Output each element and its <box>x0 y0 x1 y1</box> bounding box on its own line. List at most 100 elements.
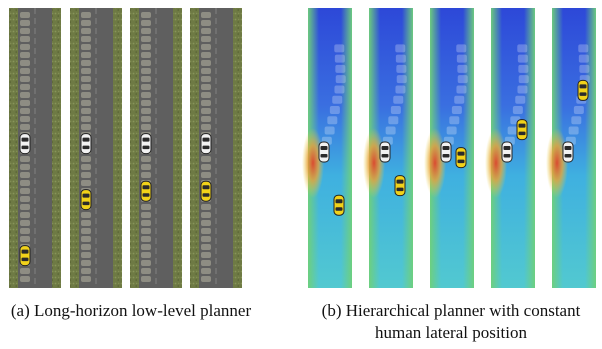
trajectory-ghost <box>20 268 30 274</box>
trajectory-ghost <box>81 260 91 266</box>
trajectory-ghost <box>81 12 91 18</box>
trajectory-ghost <box>201 212 211 218</box>
trajectory-ghost <box>395 44 406 53</box>
trajectory-ghost <box>201 156 211 162</box>
trajectory-ghost <box>517 85 528 94</box>
trajectory-ghost <box>518 64 529 73</box>
trajectory-ghost <box>81 252 91 258</box>
high-cost-region <box>546 128 568 198</box>
trajectory-ghost <box>578 44 589 53</box>
panel-a-frame-4 <box>190 8 242 288</box>
trajectory-ghost <box>81 236 91 242</box>
yellow-car <box>394 175 406 197</box>
trajectory-ghost <box>507 126 518 135</box>
trajectory-ghost <box>578 54 589 63</box>
trajectory-ghost <box>141 60 151 66</box>
trajectory-ghost <box>396 75 407 84</box>
yellow-car <box>200 180 212 202</box>
trajectory-ghost <box>385 126 396 135</box>
trajectory-ghost <box>201 20 211 26</box>
trajectory-ghost <box>20 92 30 98</box>
trajectory-ghost <box>517 44 528 53</box>
trajectory-ghost <box>395 85 406 94</box>
yellow-car <box>19 245 31 267</box>
white-car <box>19 133 31 155</box>
trajectory-ghost <box>201 36 211 42</box>
trajectory-ghost <box>20 60 30 66</box>
white-car <box>501 141 513 163</box>
yellow-car <box>80 189 92 211</box>
trajectory-ghost <box>512 105 523 114</box>
trajectory-ghost <box>201 268 211 274</box>
trajectory-ghost <box>201 244 211 250</box>
trajectory-ghost <box>141 76 151 82</box>
trajectory-ghost <box>201 204 211 210</box>
trajectory-ghost <box>568 126 579 135</box>
white-car <box>440 141 452 163</box>
trajectory-ghost <box>20 68 30 74</box>
trajectory-ghost <box>20 180 30 186</box>
trajectory-ghost <box>396 64 407 73</box>
trajectory-ghost <box>81 172 91 178</box>
trajectory-ghost <box>20 44 30 50</box>
trajectory-ghost <box>201 236 211 242</box>
white-car <box>200 133 212 155</box>
trajectory-ghost <box>81 276 91 282</box>
trajectory-ghost <box>20 84 30 90</box>
panel-b-frame-2 <box>363 8 413 288</box>
trajectory-ghost <box>457 64 468 73</box>
trajectory-ghost <box>141 268 151 274</box>
trajectory-ghost <box>141 220 151 226</box>
yellow-car <box>140 180 152 202</box>
trajectory-ghost <box>141 212 151 218</box>
high-cost-region <box>302 128 324 198</box>
yellow-car <box>455 147 467 169</box>
trajectory-ghost <box>141 108 151 114</box>
trajectory-ghost <box>20 276 30 282</box>
trajectory-ghost <box>201 76 211 82</box>
trajectory-ghost <box>141 260 151 266</box>
white-car <box>80 133 92 155</box>
trajectory-ghost <box>456 44 467 53</box>
trajectory-ghost <box>20 236 30 242</box>
trajectory-ghost <box>201 52 211 58</box>
trajectory-ghost <box>81 68 91 74</box>
trajectory-ghost <box>20 188 30 194</box>
trajectory-ghost <box>324 126 335 135</box>
trajectory-ghost <box>571 116 582 125</box>
panel-a-frame-2 <box>70 8 122 288</box>
caption-a: (a) Long-horizon low-level planner <box>10 301 252 320</box>
trajectory-ghost <box>20 36 30 42</box>
trajectory-ghost <box>81 52 91 58</box>
trajectory-ghost <box>201 116 211 122</box>
caption-b: (b) Hierarchical planner with constant h… <box>321 301 581 342</box>
trajectory-ghost <box>517 54 528 63</box>
trajectory-ghost <box>141 276 151 282</box>
trajectory-ghost <box>81 228 91 234</box>
trajectory-ghost <box>81 164 91 170</box>
panel-b-frame-1 <box>302 8 352 288</box>
trajectory-ghost <box>201 220 211 226</box>
trajectory-ghost <box>393 95 404 104</box>
trajectory-ghost <box>141 92 151 98</box>
trajectory-ghost <box>141 84 151 90</box>
yellow-car <box>516 119 528 141</box>
trajectory-ghost <box>81 268 91 274</box>
trajectory-ghost <box>20 124 30 130</box>
trajectory-ghost <box>201 44 211 50</box>
trajectory-ghost <box>20 220 30 226</box>
trajectory-ghost <box>20 164 30 170</box>
trajectory-ghost <box>20 172 30 178</box>
trajectory-ghost <box>335 75 346 84</box>
trajectory-ghost <box>446 126 457 135</box>
trajectory-ghost <box>332 95 343 104</box>
trajectory-ghost <box>456 54 467 63</box>
trajectory-ghost <box>201 68 211 74</box>
trajectory-ghost <box>20 20 30 26</box>
yellow-car <box>333 194 345 216</box>
trajectory-ghost <box>141 204 151 210</box>
trajectory-ghost <box>81 36 91 42</box>
trajectory-ghost <box>81 84 91 90</box>
trajectory-ghost <box>141 244 151 250</box>
trajectory-ghost <box>201 84 211 90</box>
